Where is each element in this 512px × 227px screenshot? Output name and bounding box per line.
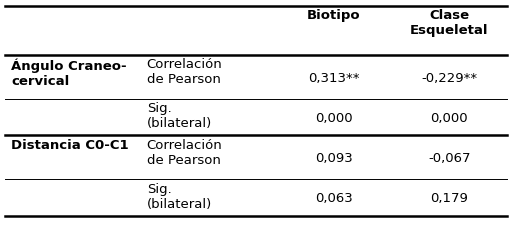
Text: Correlación
de Pearson: Correlación de Pearson [147,138,223,166]
Text: 0,000: 0,000 [431,111,468,124]
Text: Biotipo: Biotipo [307,9,360,22]
Text: Distancia C0-C1: Distancia C0-C1 [11,138,129,151]
Text: Correlación
de Pearson: Correlación de Pearson [147,58,223,86]
Text: 0,000: 0,000 [315,111,353,124]
Text: Sig.
(bilateral): Sig. (bilateral) [147,182,212,210]
Text: 0,313**: 0,313** [308,71,359,84]
Text: Sig.
(bilateral): Sig. (bilateral) [147,102,212,130]
Text: -0,229**: -0,229** [421,71,477,84]
Text: 0,093: 0,093 [315,151,353,164]
Text: 0,063: 0,063 [315,191,353,204]
Text: 0,179: 0,179 [430,191,468,204]
Text: Ángulo Craneo-
cervical: Ángulo Craneo- cervical [11,58,127,87]
Text: Clase
Esqueletal: Clase Esqueletal [410,9,488,37]
Text: -0,067: -0,067 [428,151,471,164]
